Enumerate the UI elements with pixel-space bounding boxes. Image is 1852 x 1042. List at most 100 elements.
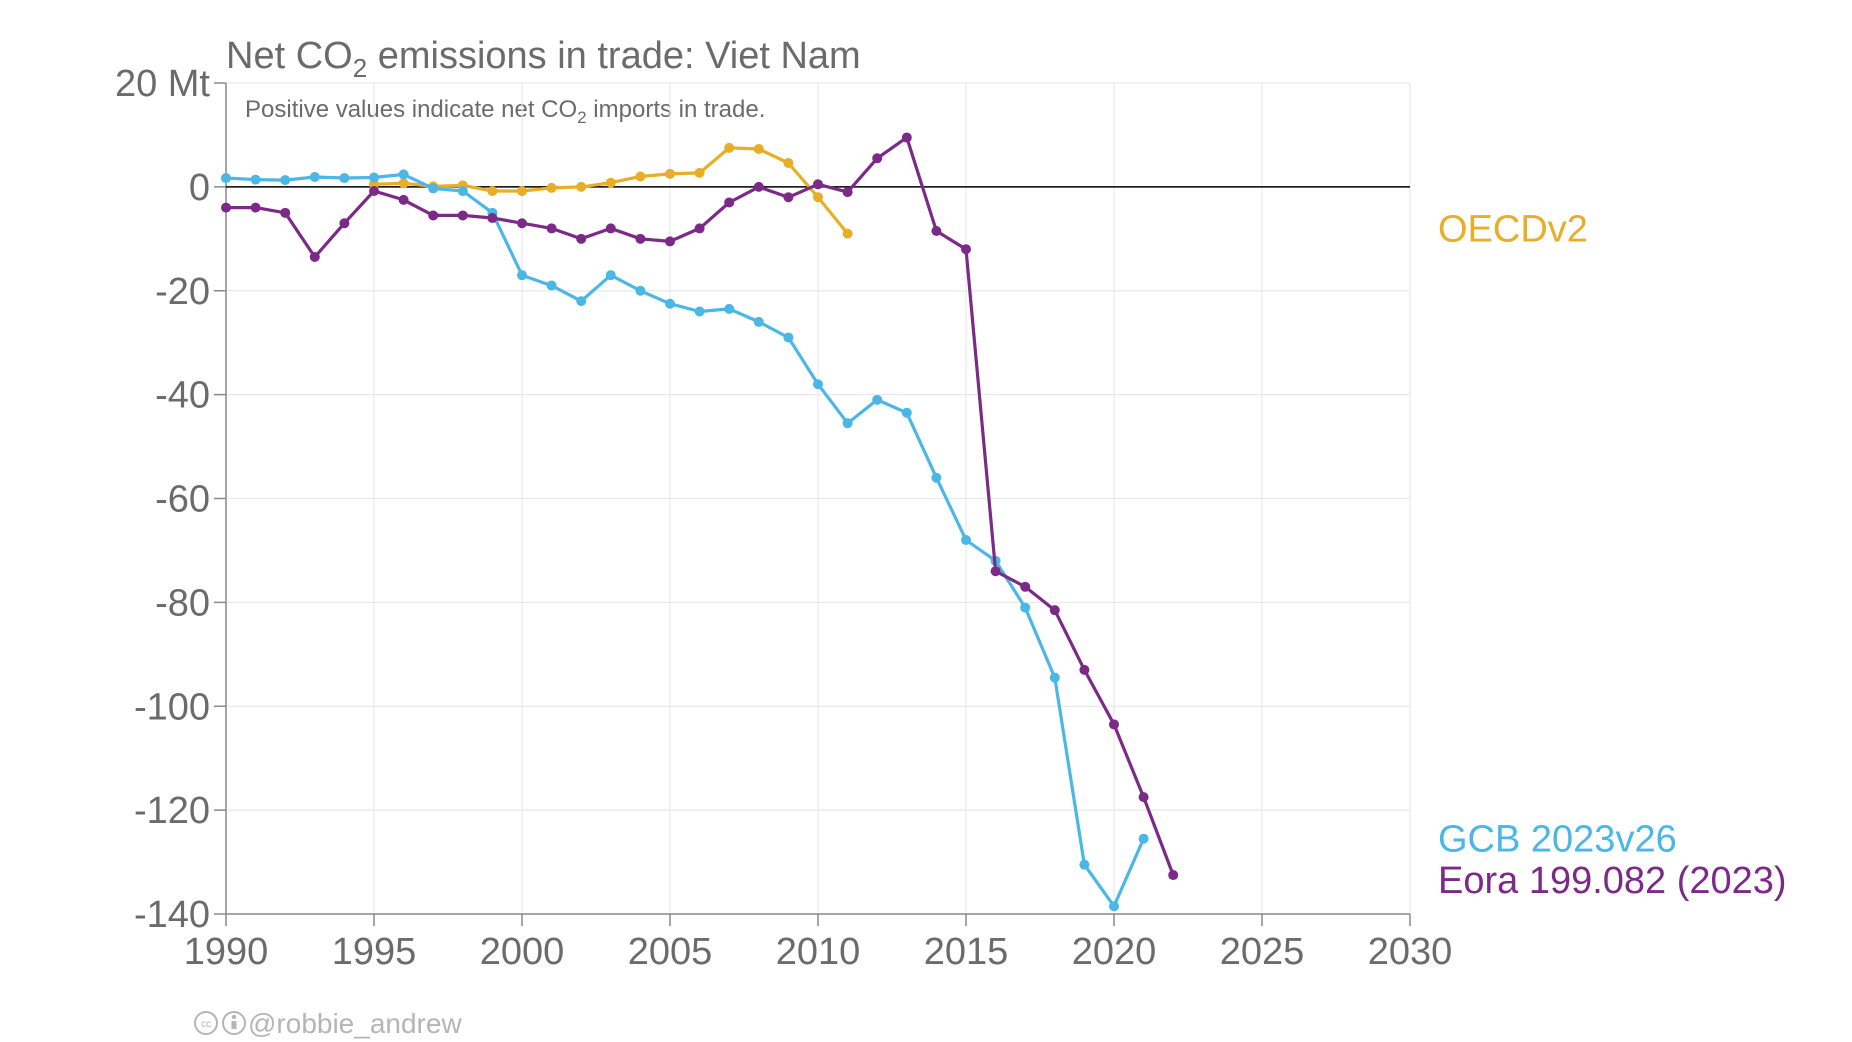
data-point-oecdv2 (724, 142, 735, 153)
data-point-eora-199-082-2023 (1020, 581, 1031, 592)
y-tick-label: -140 (134, 894, 210, 936)
subtitle-subscript: 2 (577, 108, 586, 127)
series-label-eora-199-082-2023: Eora 199.082 (2023) (1438, 860, 1787, 902)
data-point-oecdv2 (517, 186, 527, 197)
data-point-eora-199-082-2023 (1049, 605, 1060, 616)
y-tick-label: 0 (189, 167, 210, 209)
x-tick-label: 1990 (184, 931, 269, 973)
attribution-icon (222, 1011, 246, 1035)
data-point-eora-199-082-2023 (517, 218, 527, 229)
series-lines (221, 132, 1179, 912)
data-point-gcb-2023v26 (665, 298, 675, 309)
x-tick-label: 1995 (332, 931, 417, 973)
data-point-eora-199-082-2023 (605, 223, 616, 234)
data-point-eora-199-082-2023 (990, 566, 1001, 577)
data-point-oecdv2 (813, 192, 823, 203)
y-tick-label: 20 Mt (115, 63, 210, 105)
data-point-eora-199-082-2023 (694, 223, 705, 234)
data-point-eora-199-082-2023 (576, 233, 587, 244)
data-point-eora-199-082-2023 (931, 226, 942, 237)
data-point-oecdv2 (665, 168, 675, 179)
data-point-oecdv2 (753, 143, 764, 154)
cc-icon: cc (194, 1011, 218, 1035)
data-point-eora-199-082-2023 (546, 223, 557, 234)
grid (225, 82, 1411, 915)
data-point-eora-199-082-2023 (1168, 870, 1179, 881)
data-point-eora-199-082-2023 (339, 218, 350, 229)
data-point-eora-199-082-2023 (250, 202, 261, 213)
data-point-eora-199-082-2023 (753, 181, 764, 192)
data-point-gcb-2023v26 (1079, 859, 1090, 870)
data-point-gcb-2023v26 (457, 186, 468, 197)
y-tick-label: -40 (155, 375, 210, 417)
series-line-gcb-2023v26 (224, 172, 1146, 908)
series-label-gcb-2023v26: GCB 2023v26 (1438, 819, 1677, 861)
data-point-gcb-2023v26 (901, 407, 912, 418)
data-point-gcb-2023v26 (724, 303, 735, 314)
data-point-gcb-2023v26 (339, 173, 350, 184)
data-point-gcb-2023v26 (250, 174, 261, 185)
data-point-eora-199-082-2023 (665, 236, 675, 247)
data-point-oecdv2 (783, 157, 794, 168)
data-point-eora-199-082-2023 (842, 187, 853, 198)
data-point-oecdv2 (487, 186, 498, 197)
data-point-eora-199-082-2023 (813, 179, 823, 190)
title-subscript: 2 (353, 53, 367, 83)
data-point-gcb-2023v26 (605, 270, 616, 281)
data-point-eora-199-082-2023 (635, 233, 646, 244)
y-tick-label: -60 (155, 479, 210, 521)
x-tick-label: 2030 (1368, 931, 1453, 973)
data-point-gcb-2023v26 (813, 379, 823, 390)
title-prefix: Net CO (226, 35, 353, 77)
data-point-gcb-2023v26 (398, 169, 409, 180)
data-point-gcb-2023v26 (872, 394, 883, 405)
data-point-eora-199-082-2023 (457, 210, 468, 221)
data-point-gcb-2023v26 (783, 332, 794, 343)
data-point-gcb-2023v26 (517, 270, 527, 281)
data-point-gcb-2023v26 (694, 306, 705, 317)
data-point-eora-199-082-2023 (1109, 719, 1119, 730)
svg-text:cc: cc (201, 1019, 211, 1030)
data-point-eora-199-082-2023 (221, 202, 231, 213)
data-point-eora-199-082-2023 (961, 244, 971, 255)
data-point-gcb-2023v26 (309, 172, 320, 183)
x-tick-label: 2020 (1072, 931, 1157, 973)
data-point-gcb-2023v26 (1049, 672, 1060, 683)
chart-subtitle: Positive values indicate net CO2 imports… (245, 96, 765, 127)
y-tick-label: -120 (134, 790, 210, 832)
subtitle-suffix: imports in trade. (587, 96, 766, 123)
data-point-eora-199-082-2023 (1079, 664, 1090, 675)
data-point-eora-199-082-2023 (369, 186, 379, 197)
data-point-oecdv2 (605, 177, 616, 188)
data-point-eora-199-082-2023 (280, 207, 291, 218)
data-point-oecdv2 (842, 228, 853, 239)
data-point-gcb-2023v26 (428, 183, 439, 194)
credit: cc @robbie_andrew (194, 1008, 462, 1039)
y-tick-label: -100 (134, 686, 210, 728)
data-point-gcb-2023v26 (635, 285, 646, 296)
x-tick-label: 2010 (776, 931, 861, 973)
subtitle-prefix: Positive values indicate net CO (245, 96, 577, 123)
data-point-oecdv2 (546, 182, 557, 193)
data-point-eora-199-082-2023 (901, 132, 912, 143)
data-point-gcb-2023v26 (221, 173, 231, 184)
y-tick-label: -80 (155, 582, 210, 624)
y-tick-label: -20 (155, 271, 210, 313)
data-point-gcb-2023v26 (280, 175, 291, 186)
data-point-oecdv2 (576, 181, 587, 192)
data-point-oecdv2 (694, 167, 705, 178)
x-tick-label: 2005 (628, 931, 713, 973)
data-point-oecdv2 (635, 171, 646, 182)
data-point-gcb-2023v26 (369, 172, 379, 183)
data-point-gcb-2023v26 (931, 472, 942, 483)
data-point-gcb-2023v26 (1109, 901, 1119, 912)
data-point-gcb-2023v26 (1138, 833, 1149, 844)
data-point-gcb-2023v26 (842, 418, 853, 429)
data-point-eora-199-082-2023 (398, 194, 409, 205)
data-point-eora-199-082-2023 (872, 153, 883, 164)
x-tick-label: 2000 (480, 931, 565, 973)
data-point-eora-199-082-2023 (428, 210, 439, 221)
